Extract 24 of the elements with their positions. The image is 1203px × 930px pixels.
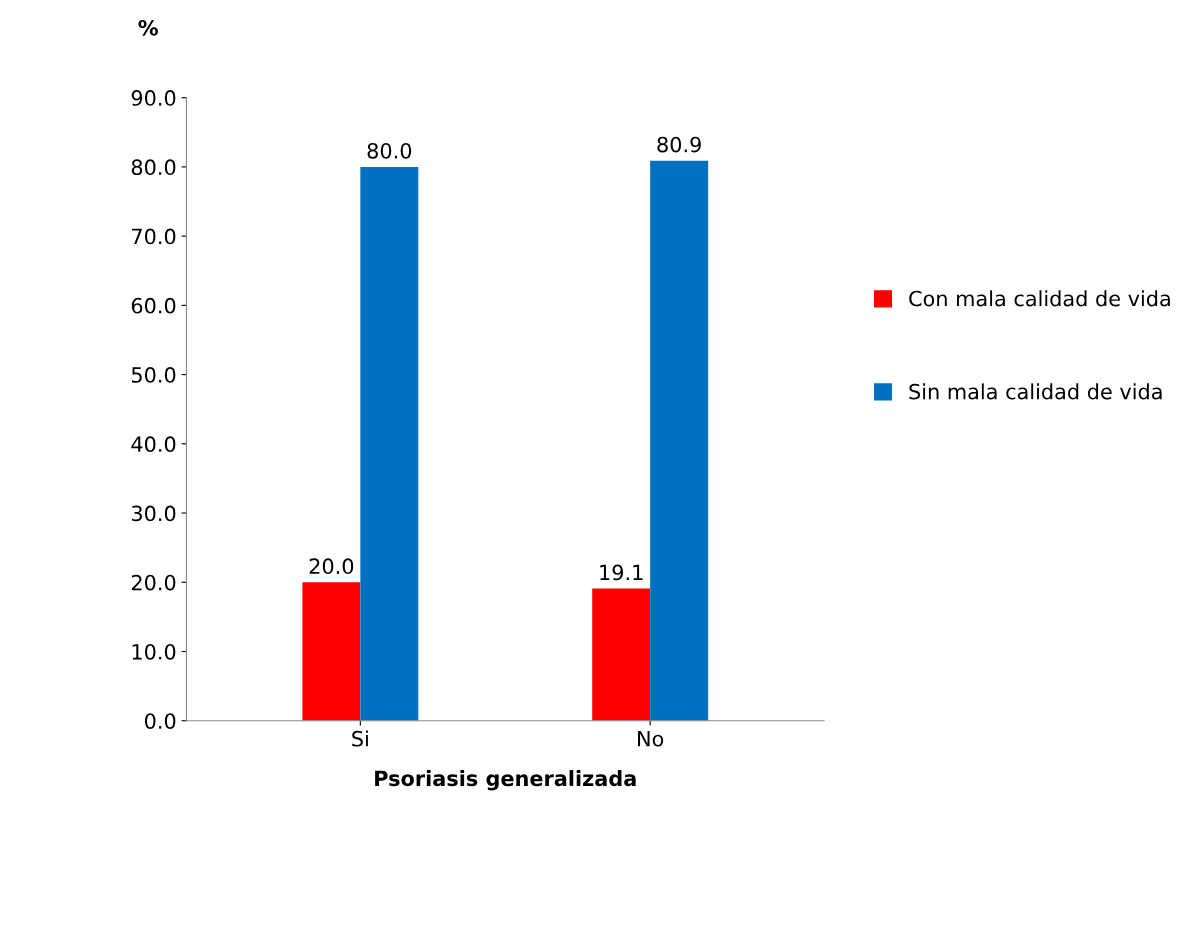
x-axis-title: Psoriasis generalizada — [375, 770, 636, 791]
x-tick-label: Si — [352, 730, 368, 747]
data-label: 80.9 — [657, 136, 701, 153]
y-tick-label: 90.0 — [131, 90, 176, 106]
x-tick-label: No — [638, 731, 664, 747]
bar — [650, 160, 709, 721]
legend-label: Con mala calidad de vida — [909, 290, 1170, 307]
y-tick-label: 70.0 — [132, 228, 176, 245]
bar — [360, 166, 419, 721]
y-tick-label: 20.0 — [131, 574, 176, 591]
y-axis-title: % — [138, 19, 158, 36]
y-tick-label: 40.0 — [131, 436, 176, 453]
bar — [592, 588, 651, 721]
y-tick-label: 10.0 — [132, 643, 176, 660]
bar — [302, 582, 361, 721]
y-tick-label: 0.0 — [144, 713, 176, 729]
y-tick-label: 60.0 — [131, 297, 176, 314]
data-label: 19.1 — [600, 564, 643, 581]
data-label: 20.0 — [309, 558, 354, 575]
legend-label: Sin mala calidad de vida — [909, 383, 1162, 400]
y-tick-label: 30.0 — [131, 505, 176, 522]
y-tick-label: 50.0 — [131, 367, 176, 383]
data-label: 80.0 — [367, 142, 412, 159]
y-tick-label: 80.0 — [131, 159, 176, 176]
